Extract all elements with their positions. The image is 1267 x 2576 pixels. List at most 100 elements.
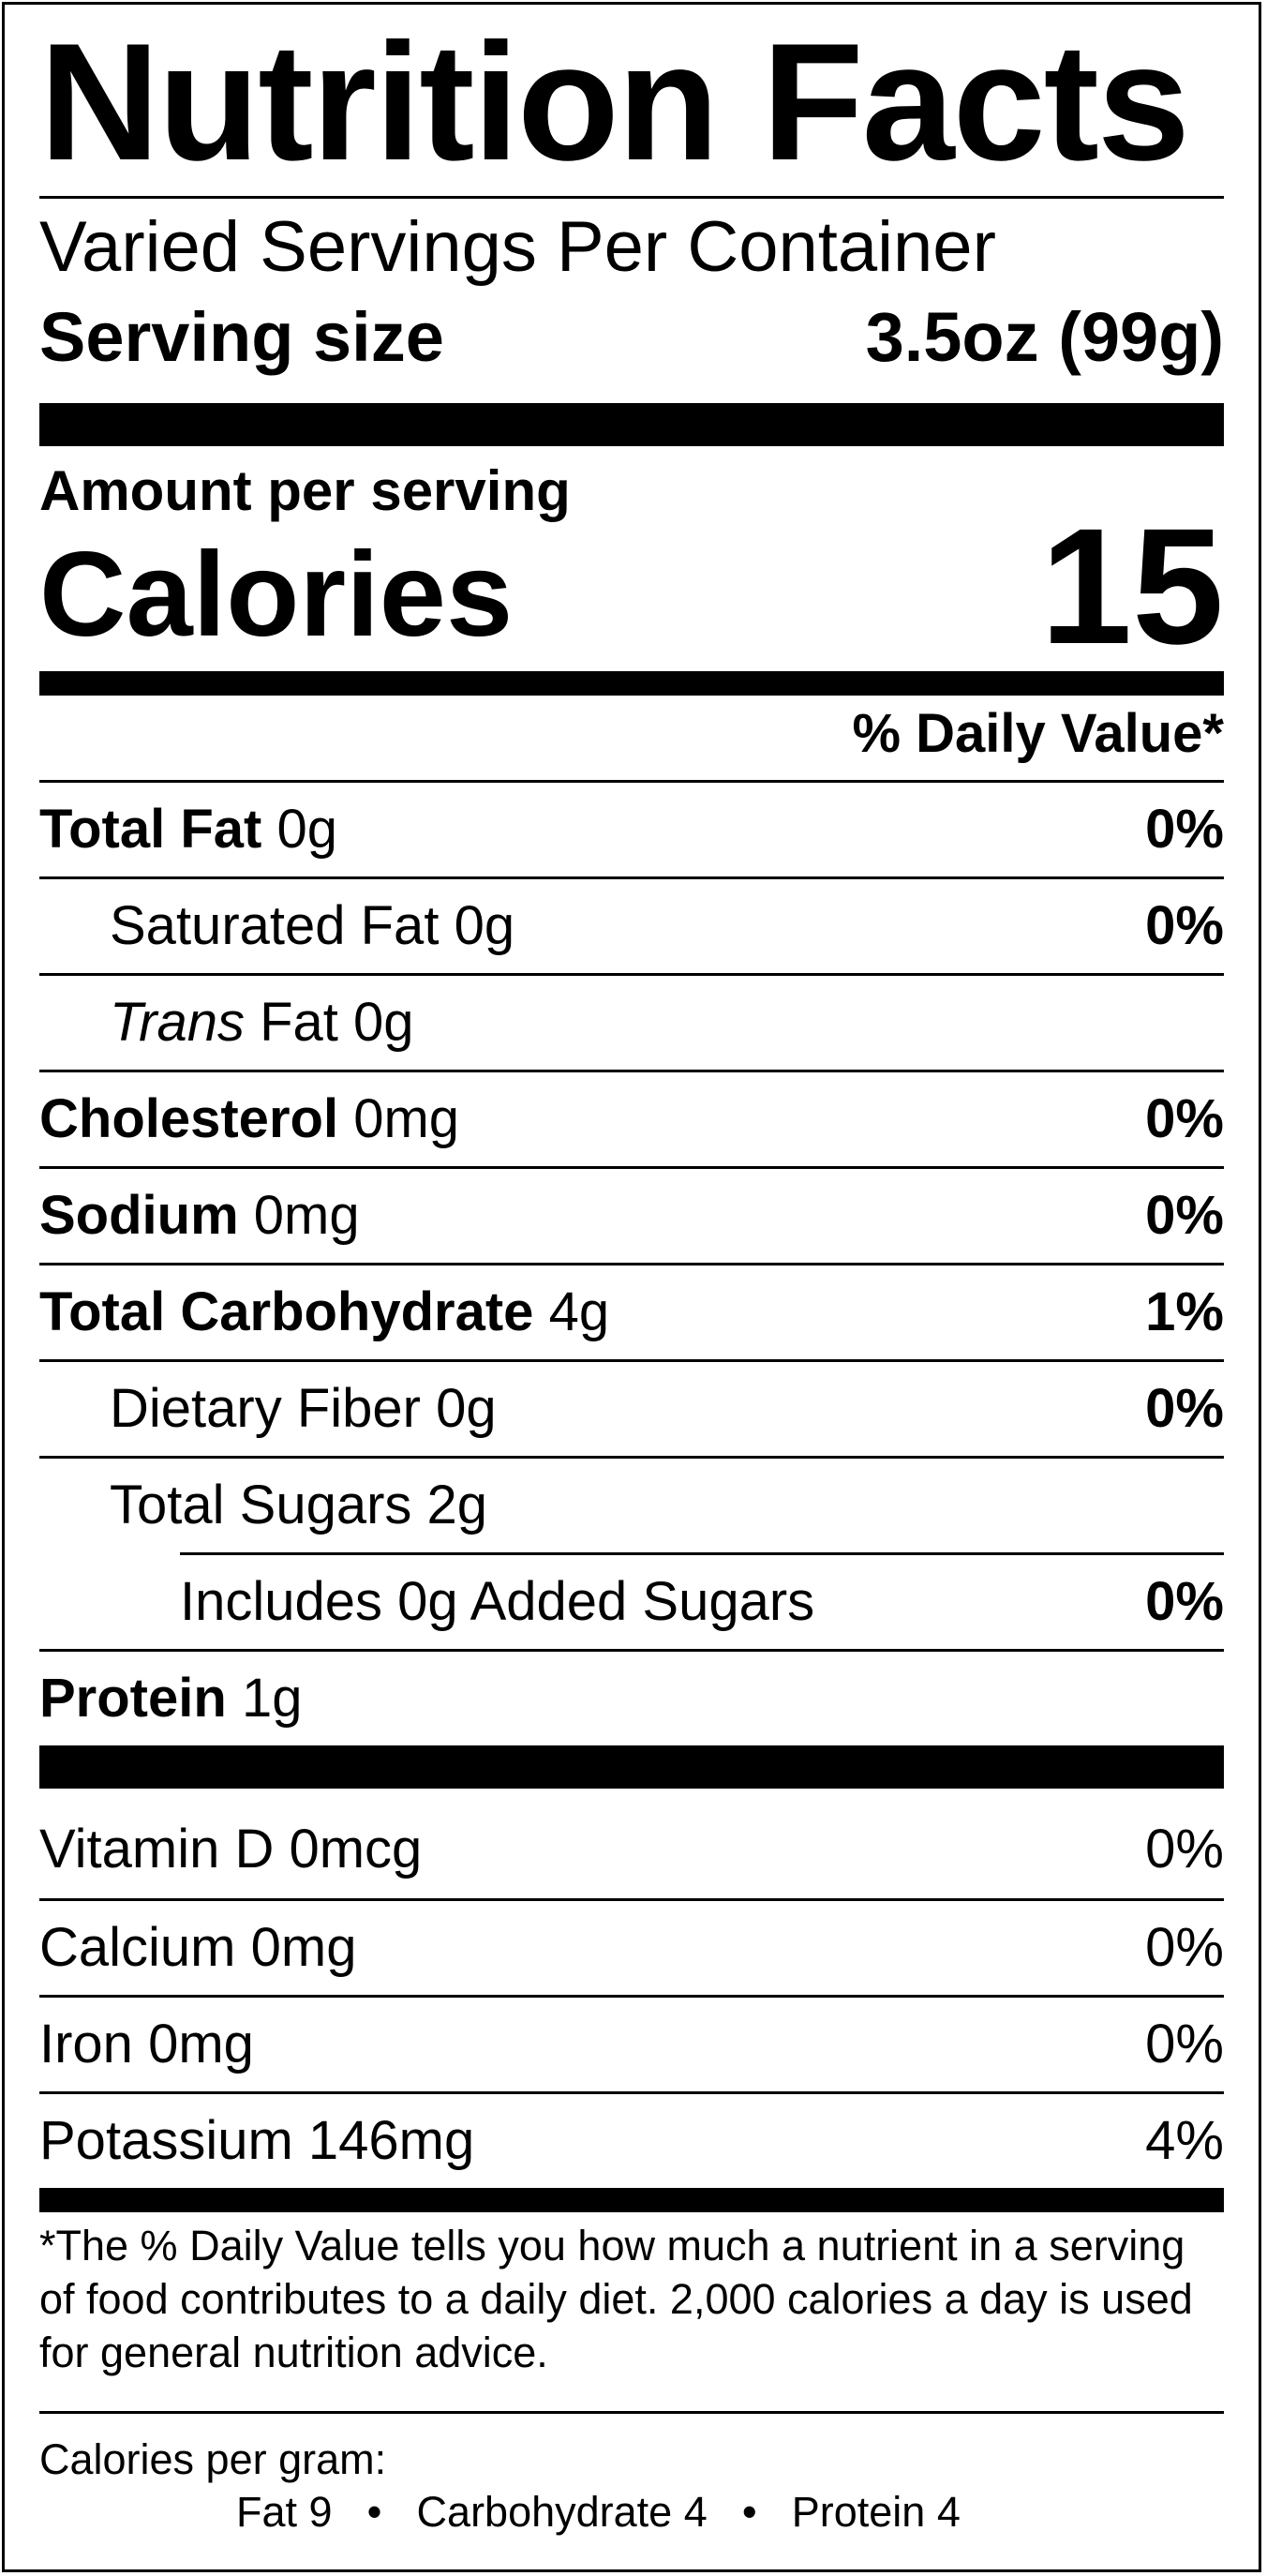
nutrient-row-protein: Protein 1g [39,1652,1224,1745]
vitamin-dv: 0% [1145,1819,1224,1880]
nutrient-label: Cholesterol [39,1088,339,1149]
nutrient-label: Includes 0g Added Sugars [180,1571,815,1632]
nutrient-name: Cholesterol 0mg [39,1072,459,1166]
nutrient-dv: 1% [1145,1281,1224,1342]
cpg-separator: • [741,2488,757,2536]
vitamin-amount: 0mg [148,2014,254,2074]
nutrient-label: Fat [260,992,338,1053]
cpg-separator: • [366,2488,382,2536]
nutrient-label: Total Carbohydrate [39,1281,534,1342]
nutrient-row-total-sugars: Total Sugars 2g [39,1459,1224,1552]
divider [39,1166,1224,1169]
nutrient-dv: 0% [1145,895,1224,956]
nutrient-name: Dietary Fiber 0g [110,1362,497,1456]
title-divider [39,196,1224,199]
vitamin-label: Potassium [39,2110,293,2171]
nutrient-row-dietary-fiber: Dietary Fiber 0g 0% [39,1362,1224,1456]
nutrient-amount: 0g [276,799,337,860]
vitamin-row-potassium: Potassium 146mg 4% [39,2094,1224,2188]
vitamin-label: Vitamin D [39,1819,275,1880]
divider [39,876,1224,879]
nutrient-label: Total Fat [39,799,262,860]
nutrient-row-saturated-fat: Saturated Fat 0g 0% [39,879,1224,973]
divider [39,973,1224,976]
nutrient-amount: 0g [436,1378,497,1439]
divider [39,1263,1224,1266]
nutrient-label: Sodium [39,1185,239,1246]
nutrient-name: Total Fat 0g [39,783,337,876]
nutrient-row-added-sugars: Includes 0g Added Sugars 0% [39,1555,1224,1649]
nutrient-name: Total Carbohydrate 4g [39,1266,609,1359]
nutrient-amount: 0g [353,992,414,1053]
divider [39,1359,1224,1362]
nutrient-dv: 0% [1145,1088,1224,1149]
serving-size-row: Serving size 3.5oz (99g) [39,295,1224,380]
vitamin-dv: 4% [1145,2110,1224,2171]
nutrient-name: Saturated Fat 0g [110,879,514,973]
nutrient-amount: 0mg [353,1088,460,1149]
vitamin-dv: 0% [1145,1917,1224,1978]
amount-per-serving: Amount per serving [39,459,571,522]
nutrient-name: Sodium 0mg [39,1169,360,1263]
divider [39,1898,1224,1901]
cpg-carbohydrate: Carbohydrate 4 [416,2488,708,2536]
nutrient-row-trans-fat: Trans Fat 0g [39,976,1224,1070]
divider [39,780,1224,783]
label-title: Nutrition Facts [39,8,1190,195]
divider [180,1552,1224,1555]
divider [39,1649,1224,1652]
nutrient-amount: 0g [454,895,515,956]
nutrient-row-cholesterol: Cholesterol 0mg 0% [39,1072,1224,1166]
vitamin-name: Potassium 146mg [39,2094,474,2188]
daily-value-header: % Daily Value* [852,703,1224,764]
thick-bar-calories [39,671,1224,696]
divider [39,1995,1224,1998]
nutrient-row-total-carbohydrate: Total Carbohydrate 4g 1% [39,1266,1224,1359]
vitamin-amount: 0mcg [289,1819,423,1880]
nutrient-label: Saturated Fat [110,895,440,956]
vitamin-label: Calcium [39,1917,236,1978]
vitamin-row-calcium: Calcium 0mg 0% [39,1901,1224,1995]
vitamin-label: Iron [39,2014,133,2074]
daily-value-footnote: *The % Daily Value tells you how much a … [39,2222,1193,2376]
calories-per-gram-label: Calories per gram: [39,2435,387,2483]
vitamin-dv: 0% [1145,2014,1224,2074]
serving-size-label: Serving size [39,298,444,376]
vitamin-name: Calcium 0mg [39,1901,356,1995]
vitamin-amount: 146mg [307,2110,475,2171]
divider [39,2411,1224,2414]
nutrient-row-sodium: Sodium 0mg 0% [39,1169,1224,1263]
nutrient-label-italic: Trans [110,992,245,1053]
vitamin-name: Vitamin D 0mcg [39,1803,422,1896]
nutrient-dv: 0% [1145,1185,1224,1246]
nutrient-label: Total Sugars [110,1475,412,1535]
nutrient-row-total-fat: Total Fat 0g 0% [39,783,1224,876]
calories-value: 15 [1040,495,1224,679]
divider [39,2091,1224,2094]
vitamin-row-iron: Iron 0mg 0% [39,1998,1224,2091]
nutrient-dv: 0% [1145,1378,1224,1439]
nutrient-name: Total Sugars 2g [110,1459,487,1552]
calories-row: Calories 15 [39,502,1224,671]
thick-bar-top [39,403,1224,446]
nutrient-amount: 4g [548,1281,610,1342]
servings-per-container: Varied Servings Per Container [39,207,996,287]
nutrient-label: Dietary Fiber [110,1378,421,1439]
nutrient-amount: 1g [241,1668,303,1729]
nutrient-dv: 0% [1145,799,1224,860]
nutrient-name: Trans Fat 0g [110,976,414,1070]
divider [39,1070,1224,1072]
calories-per-gram-values: Fat 9 • Carbohydrate 4 • Protein 4 [236,2487,961,2538]
nutrient-name: Protein 1g [39,1652,302,1745]
nutrient-amount: 2g [426,1475,488,1535]
nutrient-label: Protein [39,1668,227,1729]
vitamin-amount: 0mg [250,1917,357,1978]
cpg-protein: Protein 4 [791,2488,961,2536]
cpg-fat: Fat 9 [236,2488,333,2536]
nutrient-dv: 0% [1145,1571,1224,1632]
calories-label: Calories [39,528,514,662]
thick-bar-protein [39,1745,1224,1789]
vitamin-row-vitamin-d: Vitamin D 0mcg 0% [39,1803,1224,1896]
vitamin-name: Iron 0mg [39,1998,254,2091]
